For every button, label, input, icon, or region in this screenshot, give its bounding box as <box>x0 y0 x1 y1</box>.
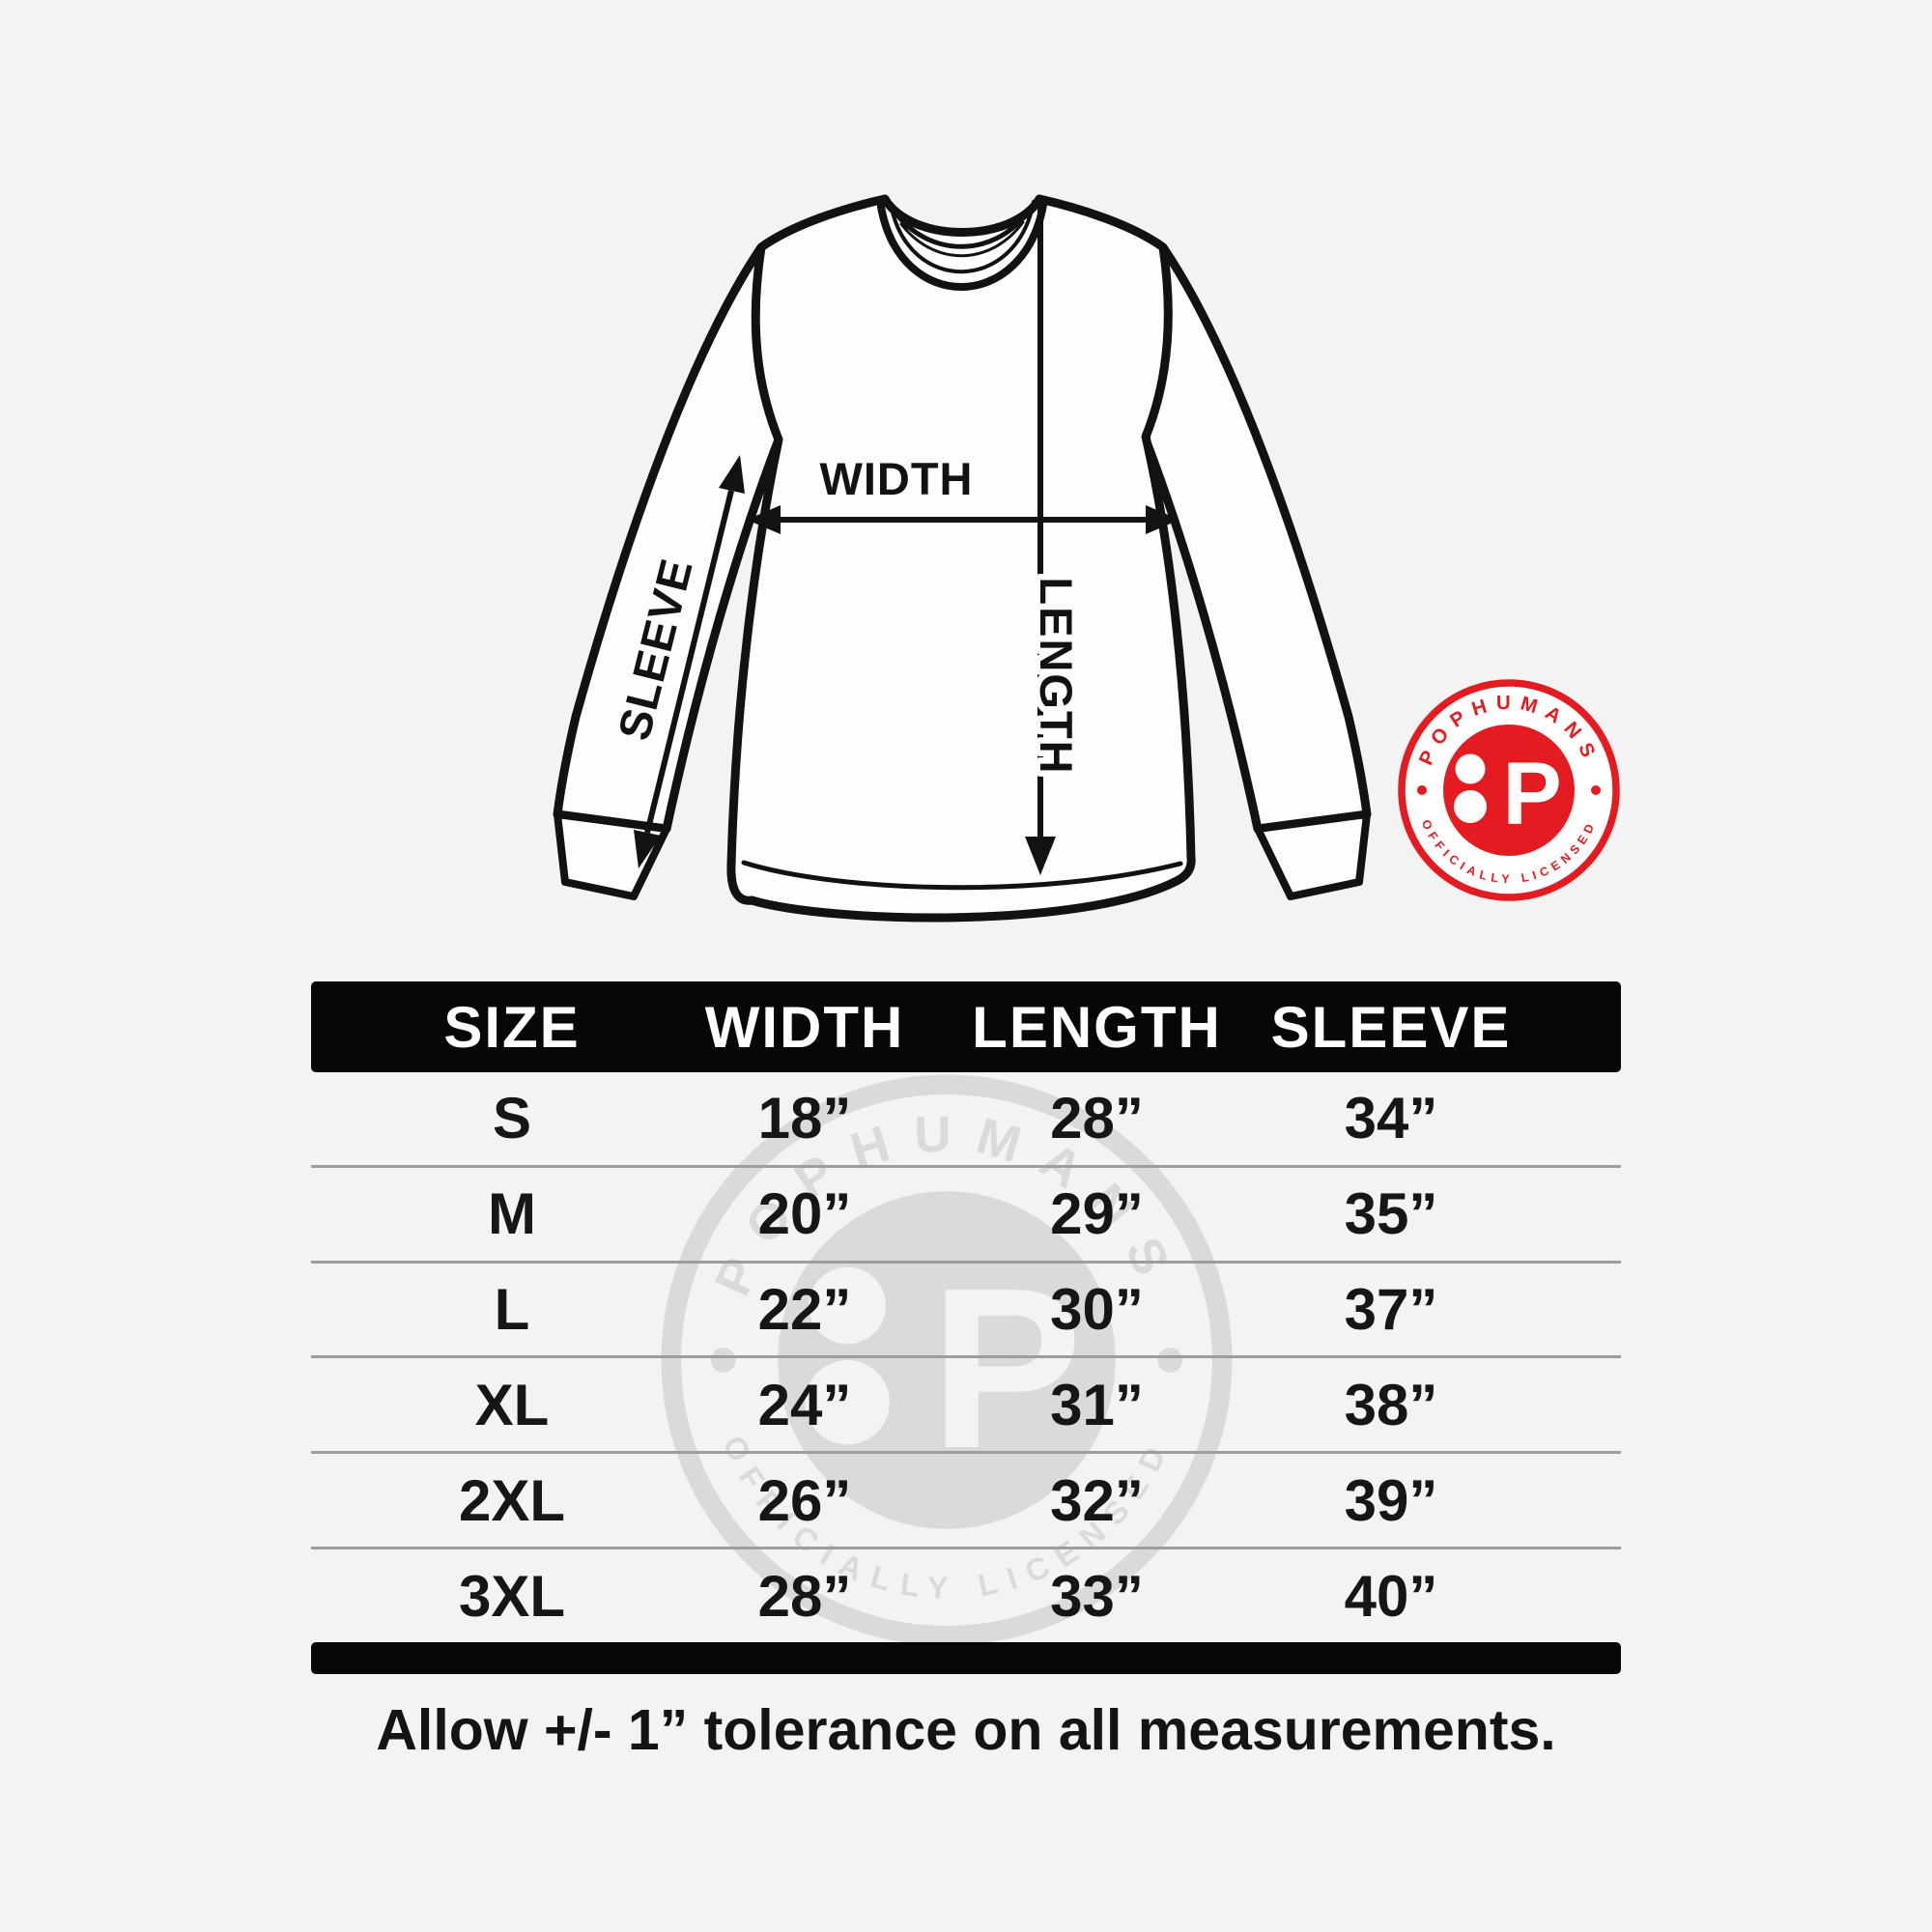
table-row-xl: XL 24” 31” 38” <box>311 1355 1621 1451</box>
right-armhole-seam <box>1143 248 1171 440</box>
shirt-drawing <box>553 194 1372 923</box>
length-label: LENGTH <box>1031 577 1082 775</box>
cell-sleeve: 37” <box>1344 1277 1438 1343</box>
table-row-s: S 18” 28” 34” <box>311 1072 1621 1165</box>
width-arrow-right-head-icon <box>1146 505 1179 534</box>
cell-length: 29” <box>1050 1181 1144 1247</box>
table-row-l: L 22” 30” 37” <box>311 1260 1621 1356</box>
collar-back-seam <box>895 212 1029 249</box>
collar-band-outer <box>877 201 1047 291</box>
right-cuff <box>1254 810 1371 900</box>
sleeve-arrow-top-head-icon <box>719 455 745 494</box>
cell-size: 3XL <box>458 1563 566 1629</box>
cell-width: 20” <box>757 1181 852 1247</box>
cell-width: 26” <box>757 1467 852 1533</box>
table-row-2xl: 2XL 26” 32” 39” <box>311 1451 1621 1547</box>
watermark-left-dot-icon <box>710 1348 736 1373</box>
cell-length: 33” <box>1050 1563 1144 1629</box>
watermark-logo-top-circle-icon <box>809 1266 887 1345</box>
badge-left-dot-icon <box>1417 785 1427 795</box>
cell-sleeve: 35” <box>1344 1181 1438 1247</box>
hem-seam <box>741 860 1183 891</box>
cell-width: 24” <box>757 1372 852 1437</box>
header-cell-size: SIZE <box>443 994 581 1060</box>
cell-width: 18” <box>757 1086 852 1151</box>
header-cell-width: WIDTH <box>704 994 905 1060</box>
cell-length: 32” <box>1050 1467 1144 1533</box>
width-label: WIDTH <box>819 453 973 504</box>
cell-size: XL <box>474 1372 550 1437</box>
sleeve-arrow-bottom-head-icon <box>634 830 661 868</box>
badge-right-dot-icon <box>1591 785 1601 795</box>
cell-length: 31” <box>1050 1372 1144 1437</box>
tolerance-note: Allow +/- 1” tolerance on all measuremen… <box>376 1698 1556 1762</box>
length-arrow-head-icon <box>1025 837 1056 875</box>
badge-outer-ring <box>1398 679 1620 901</box>
table-row-m: M 20” 29” 35” <box>311 1164 1621 1261</box>
cell-size: S <box>492 1086 532 1151</box>
watermark-right-dot-icon <box>1157 1348 1183 1373</box>
header-cell-length: LENGTH <box>972 994 1222 1060</box>
cell-length: 28” <box>1050 1086 1144 1151</box>
collar-back-seam-2 <box>899 220 1025 258</box>
cell-sleeve: 40” <box>1344 1563 1438 1629</box>
cell-sleeve: 39” <box>1344 1467 1438 1533</box>
cell-size: L <box>494 1277 530 1343</box>
header-cell-sleeve: SLEEVE <box>1270 994 1512 1060</box>
pophumans-badge: POPHUMANS OFFICIALLY LICENSED P <box>1398 679 1620 901</box>
watermark-outer-ring <box>661 1074 1233 1646</box>
sleeve-arrow-line <box>644 490 734 834</box>
cell-sleeve: 34” <box>1344 1086 1438 1151</box>
left-armhole-seam <box>753 248 781 440</box>
cell-width: 28” <box>757 1563 852 1629</box>
width-arrow-left-head-icon <box>747 505 781 534</box>
cell-size: M <box>488 1181 536 1247</box>
watermark-logo-bottom-circle-icon <box>805 1360 890 1445</box>
badge-monogram: P <box>1502 745 1561 843</box>
badge-logo-bottom-circle-icon <box>1454 790 1487 823</box>
size-table-rows: S 18” 28” 34” M 20” 29” 35” L 22” 30” 37… <box>311 1072 1621 1642</box>
shirt-body <box>726 194 1196 923</box>
cell-width: 22” <box>757 1277 852 1343</box>
badge-logo-top-circle-icon <box>1455 753 1486 784</box>
size-table-header: SIZE WIDTH LENGTH SLEEVE <box>311 981 1621 1072</box>
table-row-3xl: 3XL 28” 33” 40” <box>311 1547 1621 1642</box>
collar-band-inner <box>889 200 1036 274</box>
cell-sleeve: 38” <box>1344 1372 1438 1437</box>
cell-length: 30” <box>1050 1277 1144 1343</box>
cell-size: 2XL <box>458 1467 566 1533</box>
size-table-bottom-bar <box>311 1642 1621 1674</box>
